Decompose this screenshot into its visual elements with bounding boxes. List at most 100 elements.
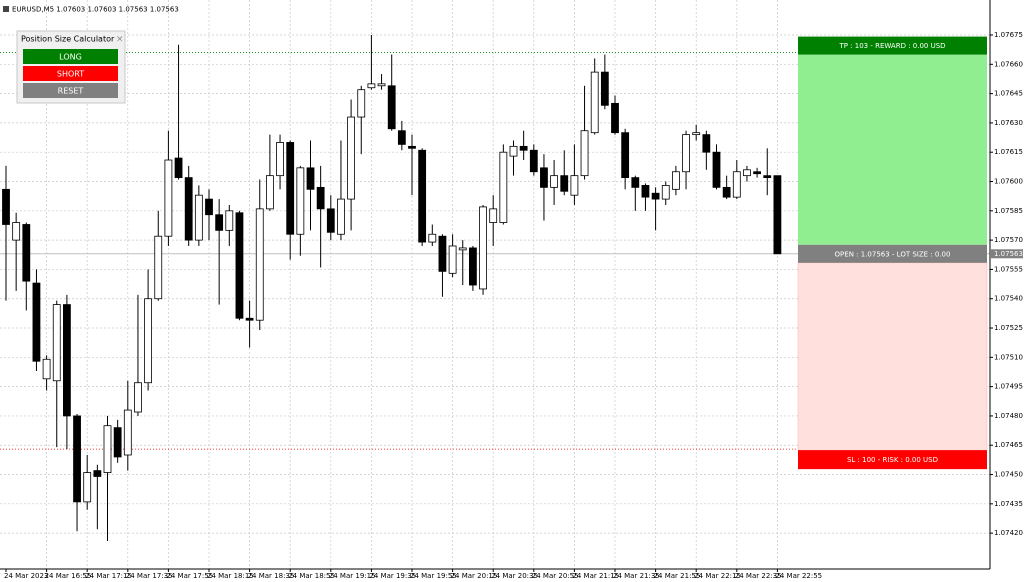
last-price-box — [991, 249, 1023, 259]
y-tick-label: 1.07540 — [994, 295, 1023, 303]
short-button[interactable]: SHORT — [23, 66, 118, 81]
candle-body — [590, 71, 599, 134]
candle-body — [448, 245, 457, 274]
y-tick-label: 1.07525 — [994, 324, 1023, 332]
candle-body — [661, 185, 670, 200]
candle-body — [194, 194, 203, 241]
long-button-bg[interactable] — [23, 49, 118, 64]
candle-body — [489, 208, 498, 223]
candle-body — [93, 470, 102, 477]
levels: TP : 103 - REWARD : 0.00 USD OPEN : 1.075… — [0, 36, 990, 470]
y-tick-label: 1.07510 — [994, 353, 1023, 361]
long-button[interactable]: LONG — [23, 49, 118, 64]
risk-zone — [797, 262, 988, 451]
candle-body — [2, 188, 10, 225]
candle-body — [63, 304, 71, 417]
reset-button-label[interactable]: RESET — [58, 87, 84, 96]
reset-button-bg[interactable] — [23, 83, 118, 98]
candle-body — [682, 134, 690, 173]
y-tick-label: 1.07615 — [994, 148, 1023, 156]
level-bar — [798, 36, 987, 55]
candle-body — [184, 177, 193, 241]
candle-body — [468, 247, 477, 286]
y-tick-label: 1.07600 — [994, 178, 1023, 186]
last-price-label: 1.07563 — [994, 250, 1023, 258]
candle-body — [245, 317, 254, 321]
candle-body — [479, 206, 487, 290]
y-tick-label: 1.07555 — [994, 265, 1023, 273]
candle-body — [174, 157, 183, 179]
x-tick-label: 24 Mar 19:35 — [369, 572, 416, 580]
y-tick-label: 1.07420 — [994, 529, 1023, 537]
candle-body — [103, 425, 112, 473]
candle-body — [712, 151, 721, 188]
x-tick-label: 24 Mar 19:15 — [329, 572, 376, 580]
short-button-label[interactable]: SHORT — [57, 70, 84, 79]
header-icon — [3, 6, 9, 12]
x-tick-label: 24 Mar 18:55 — [288, 572, 335, 580]
reset-button[interactable]: RESET — [23, 83, 118, 98]
x-tick-label: 24 Mar 18:35 — [248, 572, 295, 580]
candle-body — [22, 224, 31, 282]
y-tick-label: 1.07435 — [994, 500, 1023, 508]
candle-body — [773, 175, 782, 255]
candle-body — [570, 175, 579, 196]
candle-body — [418, 149, 427, 243]
x-tick-label: 24 Mar 2023 — [4, 572, 48, 580]
y-tick-label: 1.07585 — [994, 207, 1023, 215]
candle-body — [651, 192, 660, 200]
candle-body — [408, 145, 416, 149]
y-tick-label: 1.07465 — [994, 441, 1023, 449]
candle-body — [113, 427, 122, 458]
y-tick-label: 1.07570 — [994, 236, 1023, 244]
candle-body — [672, 171, 680, 190]
x-tick-label: 24 Mar 17:15 — [85, 572, 132, 580]
candle-body — [205, 198, 213, 216]
candles — [2, 35, 782, 541]
candle-body — [225, 210, 234, 231]
candle-body — [458, 247, 467, 251]
candle-body — [235, 212, 244, 319]
candle-body — [611, 102, 619, 134]
candle-body — [763, 175, 772, 179]
candle-body — [692, 132, 701, 136]
candle-body — [286, 142, 295, 235]
short-button-bg[interactable] — [23, 66, 118, 81]
candle-body — [641, 185, 650, 198]
x-tick-label: 24 Mar 16:55 — [45, 572, 92, 580]
y-tick-label: 1.07630 — [994, 119, 1023, 127]
y-tick-label: 1.07675 — [994, 31, 1023, 39]
y-tick-label: 1.07645 — [994, 90, 1023, 98]
x-tick-label: 24 Mar 21:35 — [613, 572, 660, 580]
candle-body — [732, 171, 741, 198]
x-tick-label: 24 Mar 21:55 — [654, 572, 701, 580]
x-tick-label: 24 Mar 22:55 — [775, 572, 822, 580]
x-tick-label: 24 Mar 22:15 — [694, 572, 741, 580]
candle-body — [144, 298, 153, 384]
position-size-panel: Position Size Calculator × LONG SHORT RE… — [16, 30, 126, 104]
candle-body — [255, 208, 264, 321]
long-button-label[interactable]: LONG — [59, 53, 82, 62]
x-tick-label: 24 Mar 20:35 — [491, 572, 538, 580]
candle-body — [215, 214, 224, 231]
x-tick-label: 24 Mar 20:15 — [451, 572, 498, 580]
candle-body — [550, 175, 558, 188]
candle-body — [519, 145, 528, 151]
candle-body — [296, 167, 305, 235]
candle-body — [722, 186, 731, 198]
candle-body — [164, 159, 173, 237]
candle-body — [83, 472, 92, 503]
candle-body — [367, 83, 376, 89]
candle-body — [580, 130, 589, 177]
y-tick-label: 1.07660 — [994, 60, 1023, 68]
candle-body — [428, 233, 437, 243]
x-tick-label: 24 Mar 18:15 — [207, 572, 254, 580]
candle-body — [357, 89, 366, 118]
reward-zone — [798, 54, 987, 245]
candle-body — [134, 382, 142, 413]
candle-body — [560, 175, 569, 192]
panel-close[interactable]: × — [116, 35, 124, 45]
symbol-info: EURUSD,M5 1.07603 1.07603 1.07563 1.0756… — [12, 6, 179, 14]
